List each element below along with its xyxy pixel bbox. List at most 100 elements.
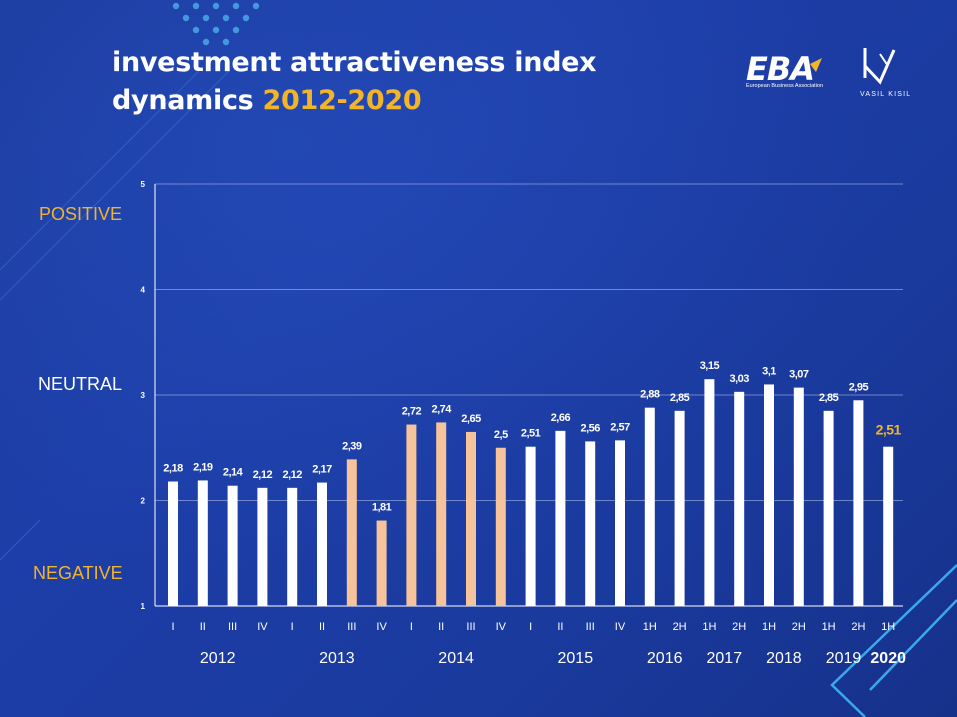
bar-value-label: 1,81	[372, 502, 392, 514]
bar	[466, 431, 476, 606]
bar-value-label: 2,51	[876, 422, 902, 438]
bar	[704, 379, 715, 606]
bar	[793, 387, 804, 606]
x-tick-label: 2H	[673, 621, 687, 633]
bar-value-label: 3,03	[729, 373, 749, 385]
neutral-label: NEUTRAL	[38, 374, 123, 394]
title-line-2-prefix: dynamics	[112, 85, 263, 116]
eba-logo-subtitle: European Business Association	[746, 83, 824, 89]
bar	[346, 459, 357, 606]
bar	[227, 485, 238, 606]
bar	[555, 430, 566, 606]
eba-logo: EBA European Business Association	[742, 50, 832, 92]
eba-logo-text: EBA	[746, 50, 815, 88]
x-tick-label: III	[228, 621, 237, 633]
x-tick-label: 1H	[822, 621, 836, 633]
bar	[406, 424, 417, 606]
bar	[257, 487, 268, 606]
y-tick-label: 2	[141, 497, 146, 506]
y-tick-label: 5	[141, 180, 146, 189]
x-tick-label: 2H	[732, 621, 746, 633]
title-line-1: investment attractiveness index	[112, 47, 597, 78]
x-tick-label: 1H	[762, 621, 776, 633]
x-tick-label: I	[171, 621, 174, 633]
bar	[495, 447, 506, 606]
bar-value-label: 2,95	[849, 381, 869, 393]
x-tick-label: IV	[257, 621, 268, 633]
bar	[287, 487, 298, 606]
bar-value-label: 2,12	[253, 469, 273, 481]
vk-mark-icon	[863, 48, 896, 85]
x-tick-label: 1H	[702, 621, 716, 633]
bar	[883, 446, 894, 606]
year-label: 2013	[319, 650, 355, 667]
x-tick-label: 2H	[851, 621, 865, 633]
title-year-range: 2012-2020	[262, 85, 422, 116]
bar	[317, 482, 327, 606]
vk-logo-text: VASIL KISIL	[860, 91, 912, 98]
bar	[197, 480, 208, 606]
y-tick-label: 3	[141, 391, 146, 400]
x-tick-label: I	[529, 621, 532, 633]
bar-value-label: 2,19	[193, 461, 213, 473]
bar-value-label: 2,57	[610, 421, 630, 433]
y-tick-label: 1	[141, 602, 146, 611]
positive-label: POSITIVE	[39, 204, 123, 224]
negative-label: NEGATIVE	[33, 563, 123, 583]
year-label: 2014	[438, 650, 474, 667]
eba-accent-icon	[810, 58, 822, 72]
year-label: 2017	[707, 650, 743, 667]
bar-value-label: 2,85	[670, 392, 690, 404]
y-tick-label: 4	[141, 286, 146, 295]
x-tick-label: 1H	[643, 621, 657, 633]
vasil-kisil-logo: VASIL KISIL	[848, 44, 918, 100]
x-tick-label: III	[347, 621, 356, 633]
bar-value-label: 2,18	[163, 463, 183, 475]
bar	[674, 410, 685, 606]
x-tick-label: 1H	[881, 621, 895, 633]
bar-value-label: 2,5	[494, 429, 508, 441]
bar-value-label: 2,66	[551, 412, 571, 424]
chart-title: investment attractiveness index dynamics…	[112, 44, 597, 120]
bar	[525, 446, 536, 606]
bar-value-label: 2,65	[461, 413, 481, 425]
bar	[644, 407, 655, 606]
x-tick-label: III	[586, 621, 595, 633]
bar	[853, 400, 864, 606]
bar	[764, 384, 774, 606]
bar-value-label: 2,72	[402, 406, 422, 418]
x-tick-label: II	[557, 621, 563, 633]
bar-value-label: 2,14	[223, 467, 244, 479]
x-tick-label: IV	[496, 621, 507, 633]
x-tick-label: II	[319, 621, 325, 633]
bar-value-label: 2,12	[282, 469, 302, 481]
x-tick-label: II	[438, 621, 444, 633]
year-label: 2019	[826, 650, 862, 667]
year-label: 2020	[870, 650, 906, 667]
bar	[436, 422, 447, 606]
bar	[615, 440, 625, 606]
x-tick-label: IV	[376, 621, 387, 633]
bar	[823, 410, 834, 606]
x-tick-label: II	[200, 621, 206, 633]
bar-value-label: 2,88	[640, 389, 660, 401]
bar-value-label: 2,74	[431, 403, 452, 415]
bar-value-label: 2,39	[342, 440, 362, 452]
bar-value-label: 2,56	[580, 422, 600, 434]
x-tick-label: I	[291, 621, 294, 633]
bar	[734, 391, 745, 606]
bar	[585, 441, 596, 606]
bar-value-label: 2,17	[312, 464, 332, 476]
year-label: 2012	[200, 650, 236, 667]
year-label: 2016	[647, 650, 683, 667]
x-tick-label: IV	[615, 621, 626, 633]
x-tick-label: 2H	[792, 621, 806, 633]
bar-value-label: 2,85	[819, 392, 839, 404]
x-tick-label: I	[410, 621, 413, 633]
bar-value-label: 2,51	[521, 428, 541, 440]
x-tick-label: III	[466, 621, 475, 633]
bar	[168, 481, 178, 606]
bar-value-label: 3,1	[762, 365, 776, 377]
year-label: 2018	[766, 650, 802, 667]
